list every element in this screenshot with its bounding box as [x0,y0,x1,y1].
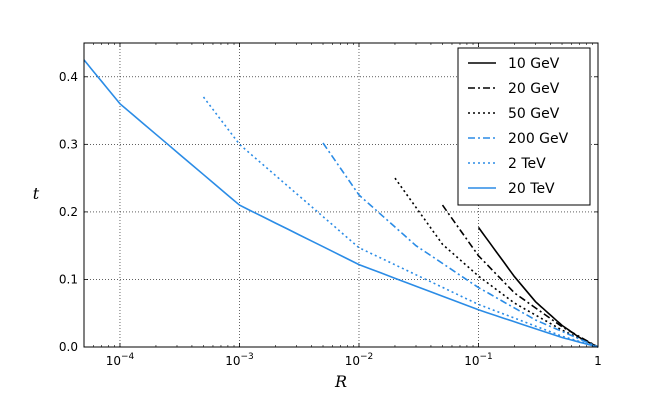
y-tick-label: 0.4 [59,70,78,84]
legend-label: 2 TeV [508,156,546,172]
series-line [322,142,599,348]
x-tick-label: 10−4 [106,352,135,368]
y-axis-label: t [33,184,40,203]
legend: 10 GeV 20 GeV 50 GeV 200 GeV 2 TeV 20 TeV [457,47,591,206]
x-tick-label: 10−2 [345,352,374,368]
legend-label: 50 GeV [508,106,560,122]
series-line [83,59,599,348]
x-tick-label: 1 [594,354,602,368]
x-tick-label: 10−3 [225,352,254,368]
legend-label: 20 TeV [508,181,555,197]
legend-label: 200 GeV [508,131,569,147]
y-tick-label: 0.2 [59,205,78,219]
legend-label: 20 GeV [508,81,560,97]
legend-label: 10 GeV [508,56,560,72]
y-tick-label: 0.1 [59,272,78,286]
ticks: 10−4 10−3 10−2 10−1 1 0.0 0.1 0.2 0.3 0.4 [59,43,602,368]
series-line [441,204,599,348]
x-axis-label: R [334,372,347,391]
plot-frame [83,42,599,348]
series-group [83,59,599,348]
y-tick-label: 0.0 [59,340,78,354]
x-tick-label: 10−1 [464,352,493,368]
y-tick-label: 0.3 [59,137,78,151]
series-line [202,96,599,348]
series-line [394,177,599,348]
legend-box [457,47,591,206]
